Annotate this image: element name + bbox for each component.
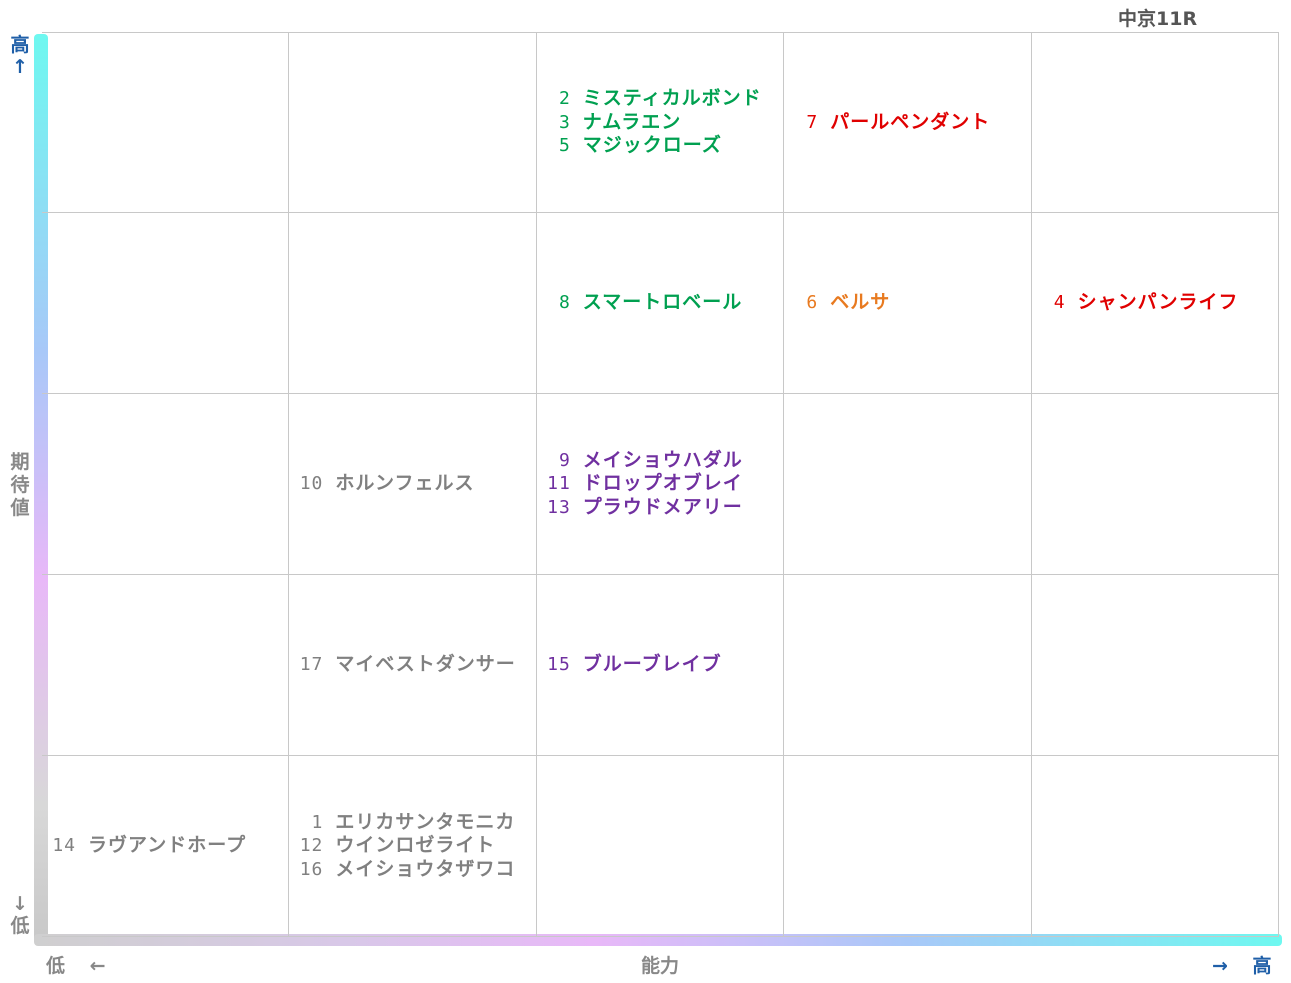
x-axis-label: 能力 [641, 955, 680, 977]
x-high-text: 高 [1252, 955, 1272, 977]
arrow-right-icon: → [1212, 955, 1228, 977]
horse-name: プラウドメアリー [582, 495, 743, 518]
horse-entry: 1 エリカサンタモニカ [289, 811, 535, 835]
horse-name: パールペンダント [830, 110, 991, 133]
horse-name: ナムラエン [582, 110, 682, 133]
grid-cell-r0-c3: 7 パールペンダント [784, 32, 1032, 213]
grid-cell-r0-c2: 2 ミスティカルボンド 3 ナムラエン 5 マジックローズ [536, 32, 785, 213]
horse-number: 2 [558, 88, 571, 110]
grid-cell-r1-c2: 8 スマートロベール [536, 213, 785, 394]
horse-name: ラヴアンドホープ [88, 834, 247, 857]
horse-number: 17 [299, 654, 324, 676]
horse-name: ドロップオブレイ [582, 472, 743, 495]
y-axis-label-char: 待 [10, 474, 30, 496]
horse-name: メイショウハダル [582, 448, 743, 471]
x-axis-bar [34, 934, 1282, 946]
horse-number: 16 [299, 858, 324, 880]
horse-entry: 8 スマートロベール [537, 291, 783, 315]
arrow-down-icon: ↓ [12, 893, 28, 915]
horse-entry: 10 ホルンフェルス [289, 472, 535, 496]
horse-name: メイショウタザワコ [335, 857, 516, 880]
grid-cell-r1-c4: 4 シャンパンライフ [1031, 213, 1279, 394]
grid-cell-r3-c1: 17 マイベストダンサー [289, 575, 537, 756]
horse-number: 11 [547, 473, 571, 495]
horse-number: 4 [1053, 292, 1066, 314]
horse-name: ウインロゼライト [335, 834, 496, 857]
horse-entry: 16 メイショウタザワコ [289, 858, 535, 882]
y-axis-label-char: 期 [10, 451, 30, 473]
x-axis-high-label: → 高 [1212, 951, 1272, 978]
y-high-text: 高 [10, 34, 30, 56]
grid-cell-r3-c2: 15 ブルーブレイブ [536, 575, 785, 756]
horse-entry: 13 プラウドメアリー [537, 496, 783, 520]
horse-entry: 11 ドロップオブレイ [537, 472, 783, 496]
grid-cell-r1-c0 [42, 213, 290, 394]
arrow-left-icon: ← [89, 955, 106, 977]
horse-entry: 6 ベルサ [784, 291, 1030, 315]
grid-cell-r2-c3 [784, 394, 1032, 575]
horse-number: 15 [547, 654, 571, 676]
horse-entry: 2 ミスティカルボンド [537, 87, 783, 111]
y-axis-label-char: 値 [10, 497, 30, 519]
race-title: 中京11R [1118, 8, 1198, 30]
horse-number: 14 [52, 835, 76, 857]
grid-cell-r4-c2 [536, 756, 785, 937]
horse-entry: 5 マジックローズ [537, 134, 783, 158]
grid-cell-r0-c4 [1031, 32, 1279, 213]
grid-cell-r0-c0 [42, 32, 290, 213]
chart-grid: 2 ミスティカルボンド 3 ナムラエン 5 マジックローズ 7 パールペンダント 8 スマートロベ… [42, 32, 1279, 937]
horse-number: 3 [558, 111, 571, 133]
horse-name: マジックローズ [582, 134, 722, 157]
horse-number: 5 [558, 135, 571, 157]
horse-name: ブルーブレイブ [582, 653, 722, 676]
arrow-up-icon: ↑ [12, 56, 28, 78]
grid-cell-r0-c1 [289, 32, 537, 213]
horse-entry: 4 シャンパンライフ [1032, 291, 1278, 315]
horse-number: 12 [299, 835, 324, 857]
grid-cell-r4-c1: 1 エリカサンタモニカ 12 ウインロゼライト 16 メイショウタザワコ [289, 756, 537, 937]
grid-cell-r3-c4 [1031, 575, 1279, 756]
horse-name: ミスティカルボンド [582, 87, 762, 110]
horse-entry: 14 ラヴアンドホープ [42, 834, 288, 858]
y-axis-high-label: 高 ↑ [10, 34, 30, 78]
horse-number: 6 [806, 292, 819, 314]
x-low-text: 低 [46, 955, 66, 977]
horse-name: エリカサンタモニカ [335, 810, 516, 833]
y-axis-label: 期待値 [10, 451, 30, 520]
y-low-text: 低 [10, 915, 30, 937]
grid-cell-r2-c0 [42, 394, 290, 575]
horse-entry: 12 ウインロゼライト [289, 834, 535, 858]
horse-entry: 17 マイベストダンサー [289, 653, 535, 677]
horse-name: シャンパンライフ [1077, 291, 1239, 314]
grid-cell-r4-c4 [1031, 756, 1279, 937]
horse-entry: 3 ナムラエン [537, 111, 783, 135]
grid-cell-r2-c4 [1031, 394, 1279, 575]
grid-cell-r2-c2: 9 メイショウハダル 11 ドロップオブレイ 13 プラウドメアリー [536, 394, 785, 575]
y-axis-low-label: ↓ 低 [10, 893, 30, 937]
horse-number: 1 [311, 811, 324, 833]
horse-number: 13 [547, 496, 571, 518]
horse-name: ベルサ [830, 291, 891, 314]
y-axis-bar [34, 34, 48, 942]
grid-cell-r3-c0 [42, 575, 290, 756]
grid-cell-r3-c3 [784, 575, 1032, 756]
horse-number: 7 [806, 111, 819, 133]
horse-number: 8 [558, 292, 571, 314]
grid-cell-r1-c1 [289, 213, 537, 394]
x-axis-low-label: 低 ← [46, 951, 106, 978]
grid-cell-r4-c0: 14 ラヴアンドホープ [42, 756, 290, 937]
horse-number: 10 [299, 473, 324, 495]
horse-entry: 15 ブルーブレイブ [537, 653, 783, 677]
horse-name: マイベストダンサー [335, 653, 516, 676]
horse-entry: 7 パールペンダント [784, 111, 1030, 135]
horse-number: 9 [558, 449, 571, 471]
grid-cell-r2-c1: 10 ホルンフェルス [289, 394, 537, 575]
horse-entry: 9 メイショウハダル [537, 449, 783, 473]
horse-name: スマートロベール [582, 291, 743, 314]
grid-cell-r4-c3 [784, 756, 1032, 937]
grid-cell-r1-c3: 6 ベルサ [784, 213, 1032, 394]
horse-name: ホルンフェルス [335, 472, 475, 495]
